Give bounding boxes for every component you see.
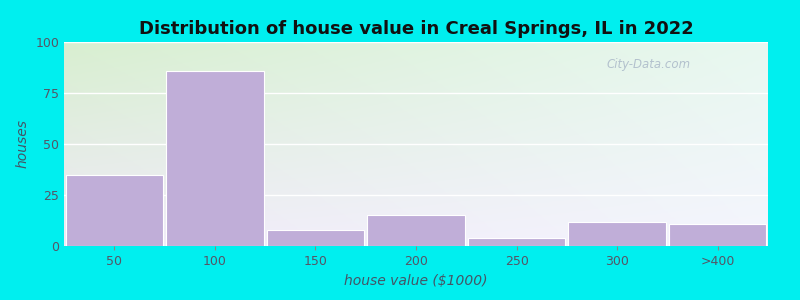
Bar [568, 221, 666, 246]
Bar [367, 215, 465, 246]
Bar [669, 224, 766, 246]
Text: City-Data.com: City-Data.com [606, 58, 690, 71]
X-axis label: house value ($1000): house value ($1000) [344, 274, 488, 288]
Bar [266, 230, 364, 246]
Bar [166, 70, 264, 246]
Bar [468, 238, 566, 246]
Y-axis label: houses: houses [16, 119, 30, 169]
Title: Distribution of house value in Creal Springs, IL in 2022: Distribution of house value in Creal Spr… [138, 20, 694, 38]
Bar [66, 175, 163, 246]
